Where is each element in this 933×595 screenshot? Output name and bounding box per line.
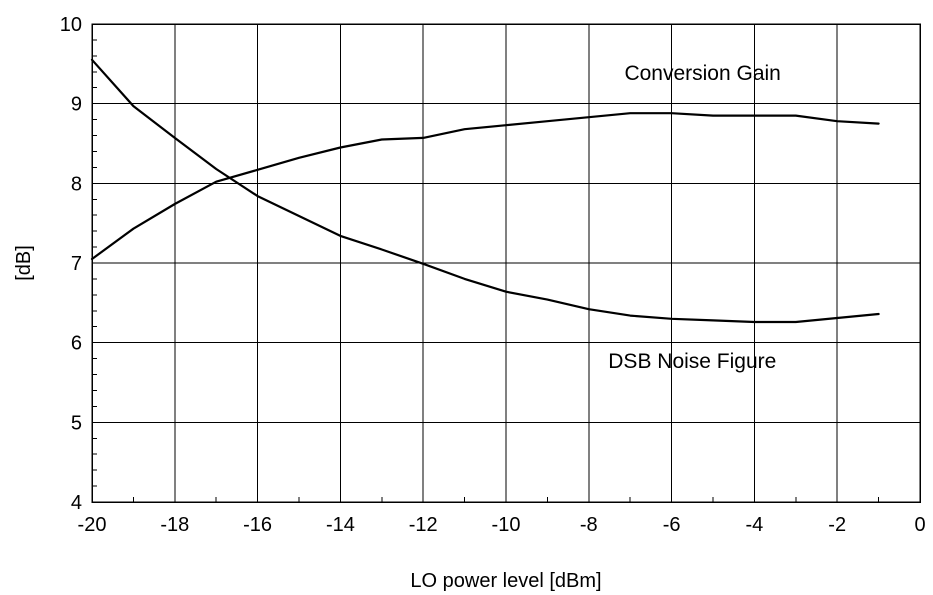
x-tick-label: 0 xyxy=(914,514,925,536)
y-tick-label: 4 xyxy=(71,492,82,514)
y-tick-label: 7 xyxy=(71,253,82,275)
dsb-noise-figure-line xyxy=(90,58,880,324)
y-tick-label: 5 xyxy=(71,412,82,434)
conversion-gain-line xyxy=(90,112,880,261)
plot-frame xyxy=(91,23,921,503)
x-tick-labels: -20 -18 -16 -14 -12 -10 -8 -6 -4 -2 0 xyxy=(78,514,926,536)
x-axis-title: LO power level [dBm] xyxy=(410,570,601,592)
dsb-noise-figure-label: DSB Noise Figure xyxy=(608,350,776,373)
annotations: Conversion Gain DSB Noise Figure xyxy=(608,62,781,373)
x-tick-label: -14 xyxy=(326,514,355,536)
y-axis-title: [dB] xyxy=(13,245,35,281)
x-tick-label: -20 xyxy=(78,514,107,536)
grid-layer xyxy=(91,23,921,503)
x-tick-label: -10 xyxy=(492,514,521,536)
conversion-gain-label: Conversion Gain xyxy=(624,62,780,85)
x-tick-label: -12 xyxy=(409,514,438,536)
x-tick-label: -2 xyxy=(828,514,846,536)
y-tick-label: 9 xyxy=(71,94,82,116)
x-tick-label: -4 xyxy=(746,514,764,536)
y-tick-label: 8 xyxy=(71,173,82,195)
y-tick-labels: 4 5 6 7 8 9 10 xyxy=(60,14,82,514)
y-tick-label: 6 xyxy=(71,333,82,355)
x-tick-label: -6 xyxy=(663,514,681,536)
x-tick-label: -18 xyxy=(160,514,189,536)
y-tick-label: 10 xyxy=(60,14,82,36)
x-tick-label: -8 xyxy=(580,514,598,536)
series-layer xyxy=(90,58,880,324)
x-tick-label: -16 xyxy=(243,514,272,536)
